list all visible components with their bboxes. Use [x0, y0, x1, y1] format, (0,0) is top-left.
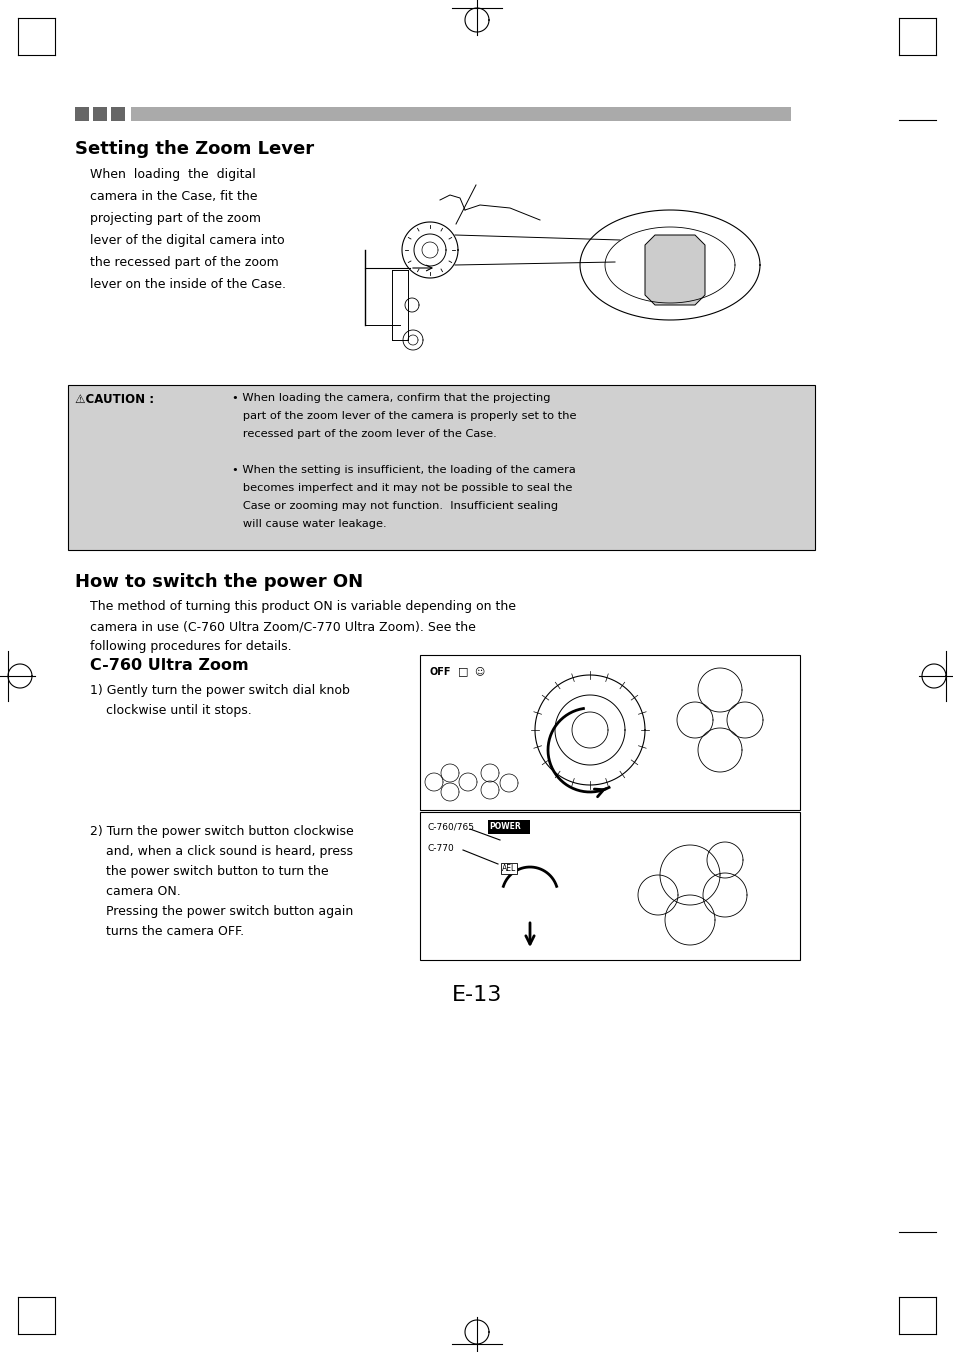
- Text: following procedures for details.: following procedures for details.: [90, 639, 292, 653]
- Text: • When loading the camera, confirm that the projecting: • When loading the camera, confirm that …: [232, 393, 550, 403]
- Text: Setting the Zoom Lever: Setting the Zoom Lever: [75, 141, 314, 158]
- Bar: [75, 107, 89, 120]
- Text: The method of turning this product ON is variable depending on the: The method of turning this product ON is…: [90, 600, 516, 612]
- Text: becomes imperfect and it may not be possible to seal the: becomes imperfect and it may not be poss…: [232, 483, 572, 493]
- Text: camera ON.: camera ON.: [90, 886, 180, 898]
- Text: lever of the digital camera into: lever of the digital camera into: [90, 234, 284, 247]
- Text: E-13: E-13: [452, 986, 501, 1005]
- Text: C-770: C-770: [428, 844, 455, 853]
- Bar: [419, 813, 800, 960]
- Text: the power switch button to turn the: the power switch button to turn the: [90, 865, 328, 877]
- Text: AEL: AEL: [501, 864, 516, 873]
- Text: ⚠CAUTION :: ⚠CAUTION :: [75, 393, 154, 406]
- Text: Case or zooming may not function.  Insufficient sealing: Case or zooming may not function. Insuff…: [232, 502, 558, 511]
- Text: projecting part of the zoom: projecting part of the zoom: [90, 212, 261, 224]
- Polygon shape: [644, 235, 704, 306]
- Bar: [419, 654, 800, 810]
- Text: POWER: POWER: [489, 822, 520, 831]
- Text: part of the zoom lever of the camera is properly set to the: part of the zoom lever of the camera is …: [232, 411, 576, 420]
- Bar: [92, 107, 107, 120]
- Bar: [488, 821, 530, 834]
- Text: □: □: [457, 667, 468, 676]
- Text: recessed part of the zoom lever of the Case.: recessed part of the zoom lever of the C…: [232, 429, 497, 439]
- Text: camera in use (C-760 Ultra Zoom/C-770 Ultra Zoom). See the: camera in use (C-760 Ultra Zoom/C-770 Ul…: [90, 621, 476, 633]
- Text: C-760/765: C-760/765: [428, 822, 475, 831]
- Text: OFF: OFF: [430, 667, 451, 677]
- Text: • When the setting is insufficient, the loading of the camera: • When the setting is insufficient, the …: [232, 465, 576, 475]
- Text: C-760 Ultra Zoom: C-760 Ultra Zoom: [90, 658, 249, 673]
- Text: 1) Gently turn the power switch dial knob: 1) Gently turn the power switch dial kno…: [90, 684, 350, 698]
- Text: When  loading  the  digital: When loading the digital: [90, 168, 255, 181]
- Text: will cause water leakage.: will cause water leakage.: [232, 519, 386, 529]
- Bar: [111, 107, 125, 120]
- Text: Pressing the power switch button again: Pressing the power switch button again: [90, 904, 353, 918]
- Bar: [68, 385, 814, 550]
- Text: turns the camera OFF.: turns the camera OFF.: [90, 925, 244, 938]
- Text: clockwise until it stops.: clockwise until it stops.: [90, 704, 252, 717]
- Text: the recessed part of the zoom: the recessed part of the zoom: [90, 256, 278, 269]
- Text: ☺: ☺: [474, 667, 483, 676]
- Text: and, when a click sound is heard, press: and, when a click sound is heard, press: [90, 845, 353, 859]
- Text: lever on the inside of the Case.: lever on the inside of the Case.: [90, 279, 286, 291]
- Text: 2) Turn the power switch button clockwise: 2) Turn the power switch button clockwis…: [90, 825, 354, 838]
- Text: How to switch the power ON: How to switch the power ON: [75, 573, 363, 591]
- Bar: [131, 107, 790, 120]
- Text: camera in the Case, fit the: camera in the Case, fit the: [90, 191, 257, 203]
